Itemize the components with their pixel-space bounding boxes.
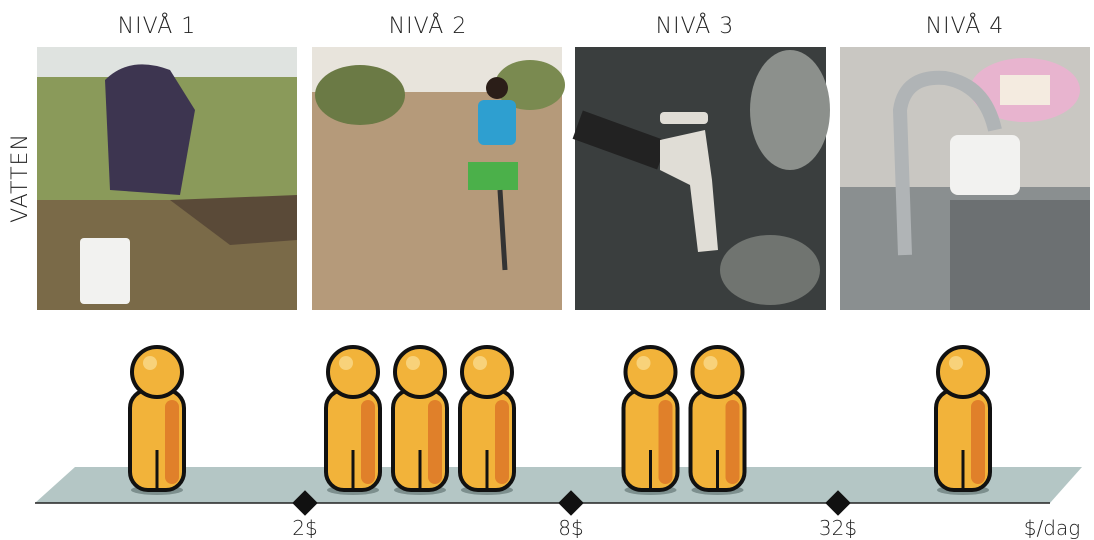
head (626, 347, 676, 397)
person-figure (691, 347, 745, 495)
head (938, 347, 988, 397)
person-figure (393, 347, 447, 495)
unit-label: $/dag (1024, 516, 1080, 540)
infographic: NIVÅ 1 NIVÅ 2 NIVÅ 3 NIVÅ 4 VATTEN (0, 0, 1094, 540)
photo (573, 47, 830, 310)
tick-label: 32$ (819, 516, 857, 540)
person-figure (326, 347, 380, 495)
head-shine (339, 356, 353, 370)
body-shade (971, 400, 985, 484)
head-shine (704, 356, 718, 370)
photo (312, 47, 565, 310)
row-label: VATTEN (8, 133, 33, 223)
head (328, 347, 378, 397)
level-title: NIVÅ 1 (118, 13, 197, 39)
head-shine (473, 356, 487, 370)
person-figure (936, 347, 990, 495)
body-shade (726, 400, 740, 484)
person-figure (130, 347, 184, 495)
body-shade (659, 400, 673, 484)
level-title: NIVÅ 3 (656, 13, 735, 39)
tick-label: 2$ (292, 516, 317, 540)
photo (840, 47, 1090, 310)
head (693, 347, 743, 397)
platform (35, 467, 1082, 503)
body-shade (361, 400, 375, 484)
level-title: NIVÅ 2 (389, 13, 468, 39)
head-shine (143, 356, 157, 370)
body-shade (165, 400, 179, 484)
tick-label: 8$ (558, 516, 583, 540)
head (462, 347, 512, 397)
head-shine (637, 356, 651, 370)
level-title: NIVÅ 4 (926, 13, 1005, 39)
head (132, 347, 182, 397)
head-shine (406, 356, 420, 370)
person-figure (460, 347, 514, 495)
person-figure (624, 347, 678, 495)
head-shine (949, 356, 963, 370)
head (395, 347, 445, 397)
body-shade (495, 400, 509, 484)
photo (37, 47, 297, 310)
body-shade (428, 400, 442, 484)
